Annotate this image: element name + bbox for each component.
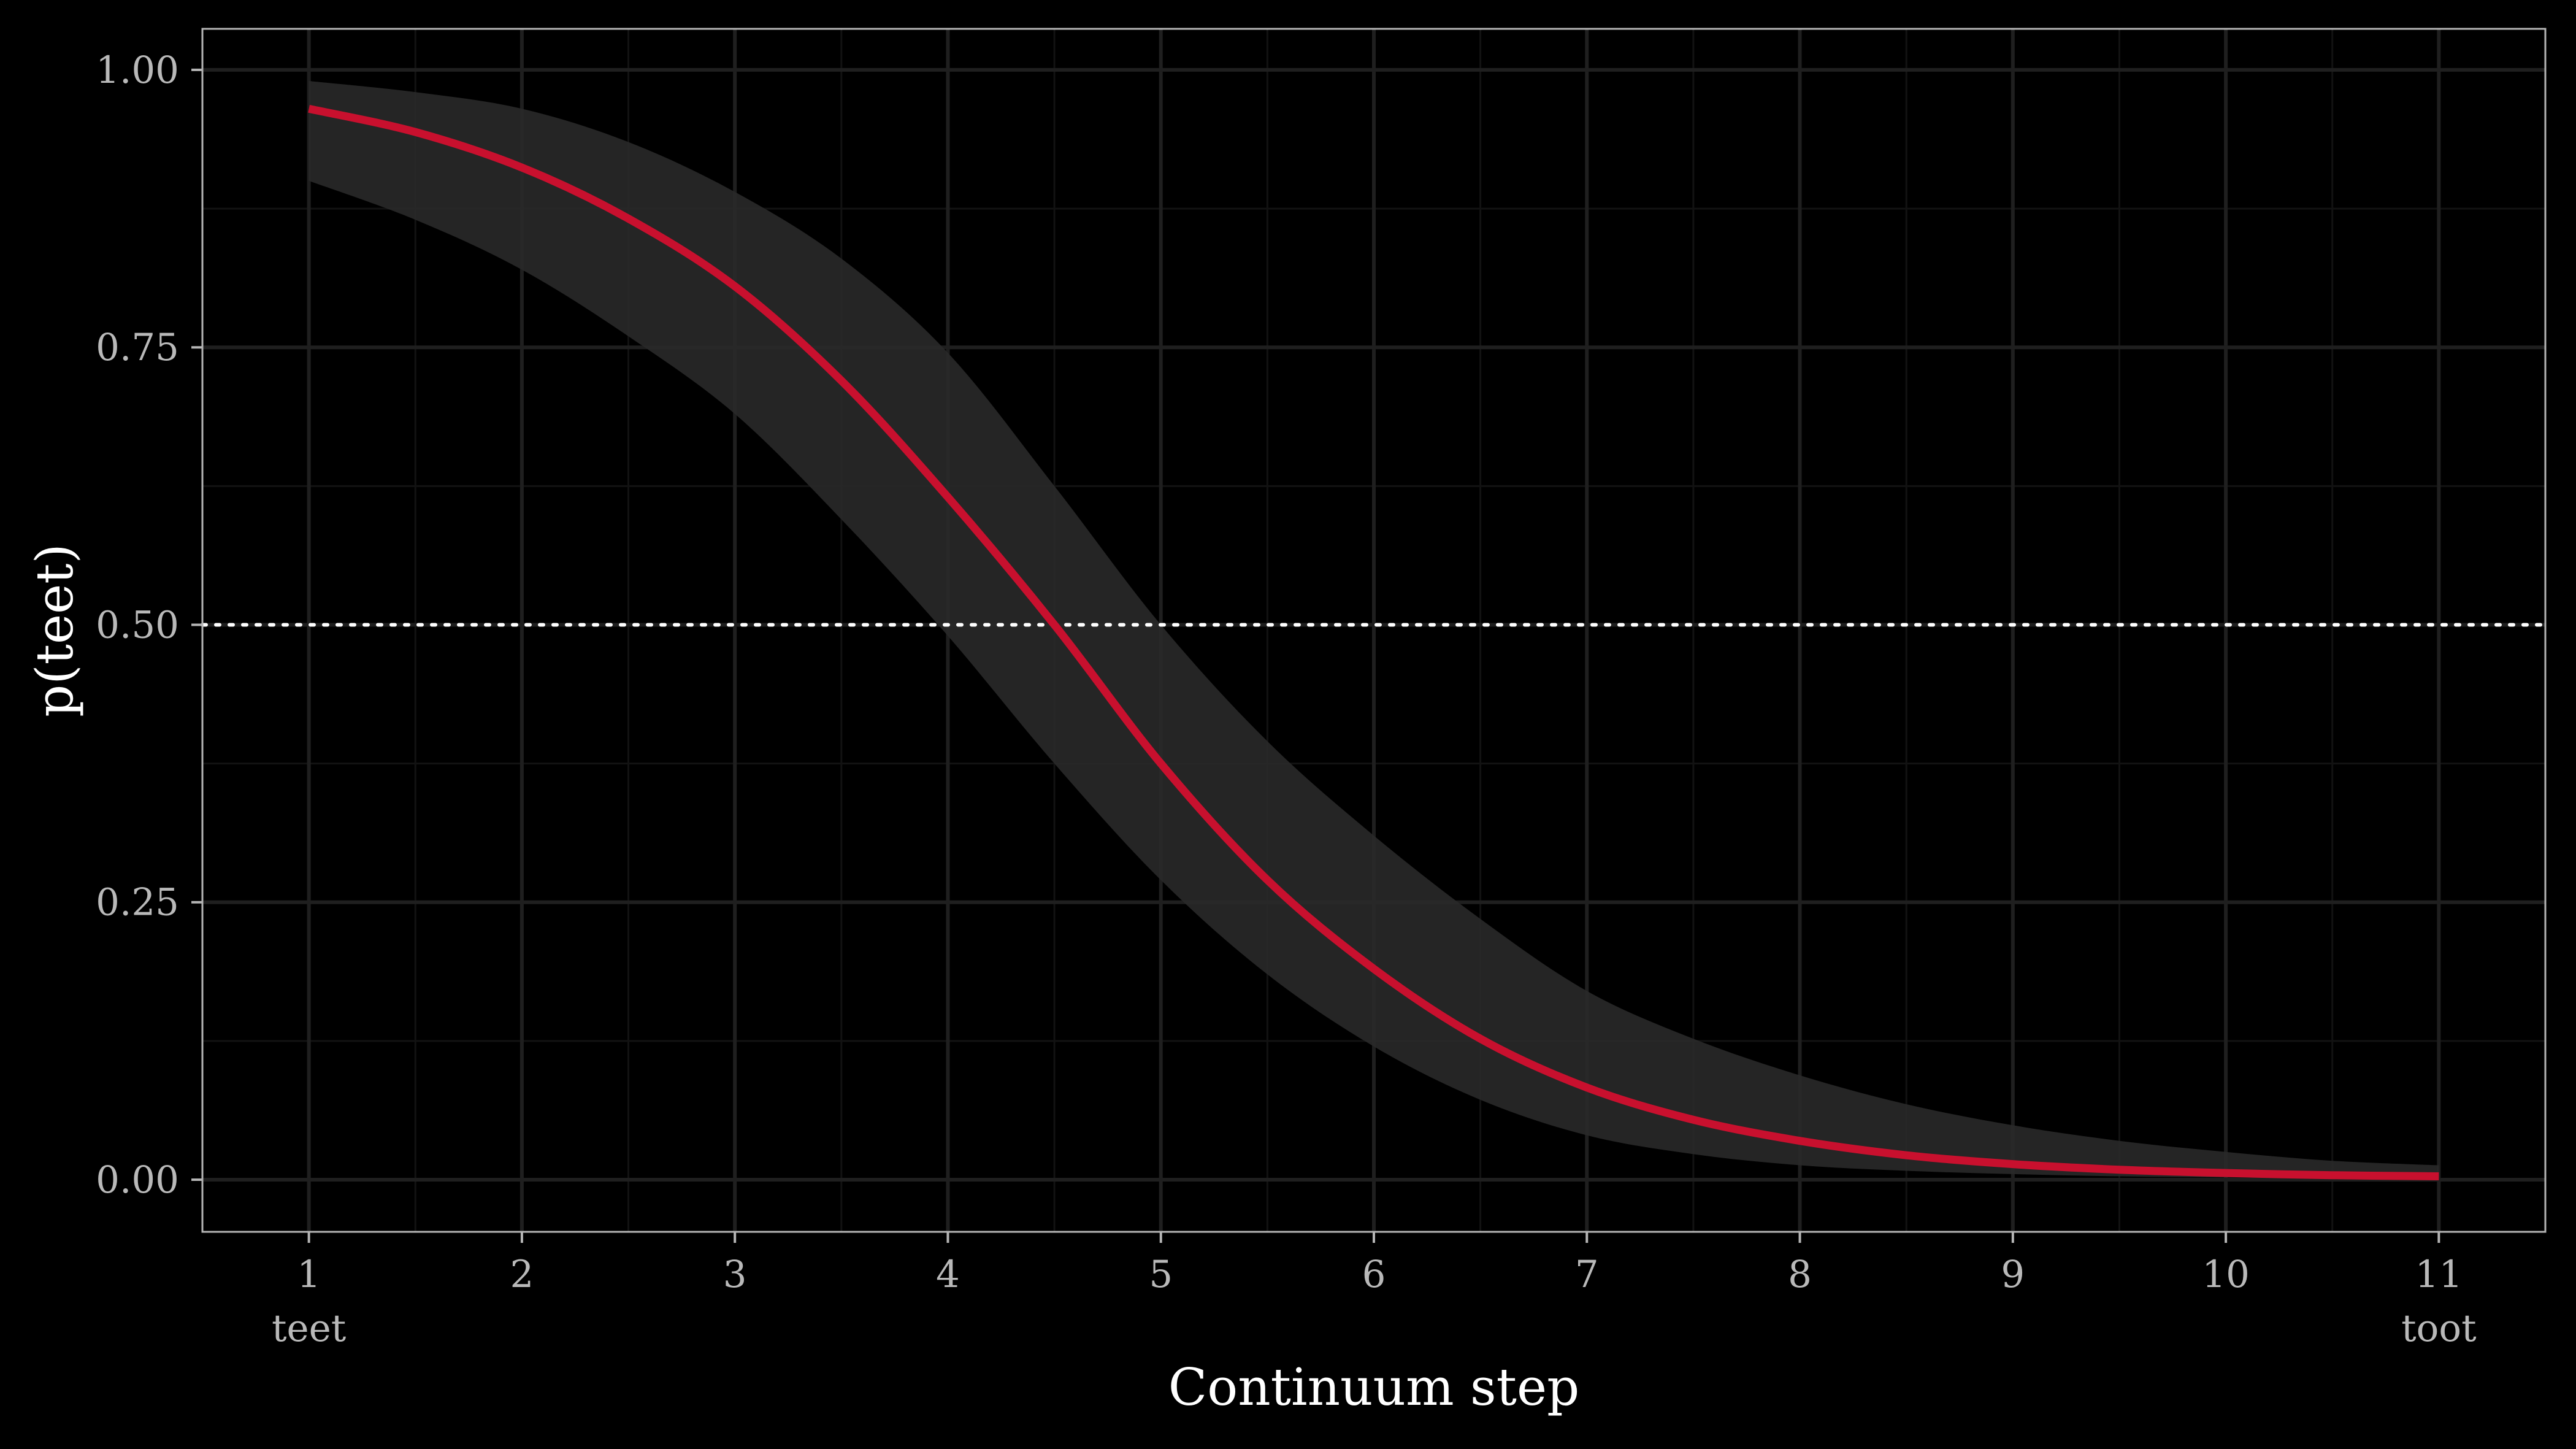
x-axis-title: Continuum step bbox=[1168, 1358, 1579, 1417]
x-tick-label: 5 bbox=[1149, 1253, 1173, 1296]
x-axis: 1 2 3 4 5 6 7 8 9 10 11 teet toot bbox=[272, 1232, 2477, 1350]
series-line-layer bbox=[308, 104, 2439, 1180]
x-tick-label: 2 bbox=[510, 1253, 534, 1296]
y-axis-title: p(teet) bbox=[25, 544, 85, 717]
x-tick-label: 9 bbox=[2001, 1253, 2025, 1296]
x-tick-label: 6 bbox=[1362, 1253, 1386, 1296]
fitted-curve-line bbox=[308, 104, 2439, 1180]
confidence-ribbon-layer bbox=[309, 81, 2439, 1180]
x-tick-label: 7 bbox=[1575, 1253, 1599, 1296]
x-tick-label: 8 bbox=[1788, 1253, 1812, 1296]
x-tick-label: 3 bbox=[723, 1253, 747, 1296]
y-tick-label: 0.75 bbox=[96, 326, 179, 369]
x-endpoint-label: toot bbox=[2401, 1307, 2477, 1350]
x-tick-label: 10 bbox=[2202, 1253, 2250, 1296]
y-axis: 0.00 0.25 0.50 0.75 1.00 bbox=[96, 48, 202, 1202]
y-tick-label: 1.00 bbox=[96, 48, 179, 92]
x-tick-label: 1 bbox=[297, 1253, 321, 1296]
x-tick-label: 4 bbox=[936, 1253, 960, 1296]
y-tick-label: 0.00 bbox=[96, 1158, 179, 1202]
y-tick-label: 0.25 bbox=[96, 881, 179, 924]
confidence-ribbon bbox=[309, 81, 2439, 1180]
y-tick-label: 0.50 bbox=[96, 603, 179, 647]
x-endpoint-label: teet bbox=[272, 1307, 347, 1350]
x-tick-label: 11 bbox=[2415, 1253, 2463, 1296]
